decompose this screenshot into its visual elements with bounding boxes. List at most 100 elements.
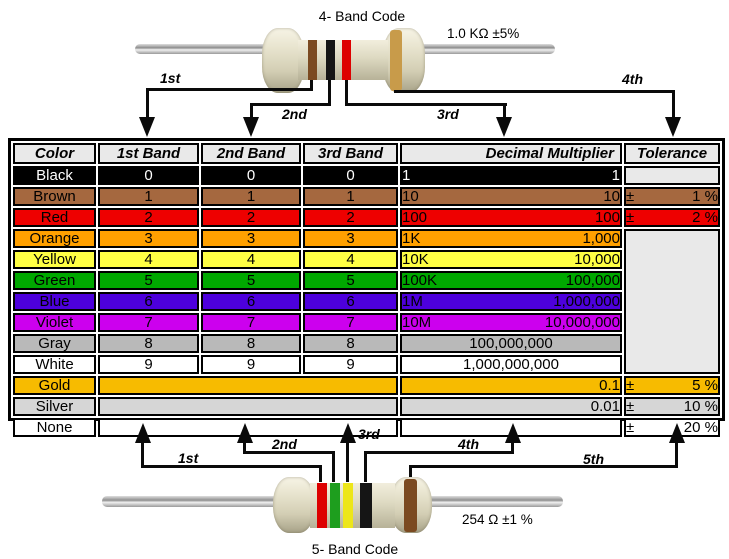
color-code-grid: Color 1st Band 2nd Band 3rd Band Decimal… <box>11 141 722 439</box>
tolerance-value: 1 % <box>692 188 718 205</box>
pointer5-4th-arrow-icon <box>505 423 521 443</box>
table-row-green: Green 5 5 5 100K 100,000 <box>13 271 720 290</box>
band1-digit: 3 <box>98 229 199 248</box>
tolerance-cell: ± 2 % <box>624 208 720 227</box>
multiplier-value: 0.1 <box>599 377 620 394</box>
multiplier-prefix: 10 <box>402 188 419 205</box>
band2-digit: 0 <box>201 166 301 185</box>
pointer4-2nd-label: 2nd <box>282 106 307 122</box>
table-row-violet: Violet 7 7 7 10M 10,000,000 <box>13 313 720 332</box>
multiplier-prefix: 10M <box>402 314 432 331</box>
band2-digit: 6 <box>201 292 301 311</box>
pointer5-3rd-vertical <box>346 443 349 482</box>
multiplier-value: 10 <box>603 188 620 205</box>
pointer5-5th-horizontal <box>409 465 678 468</box>
table-header-row: Color 1st Band 2nd Band 3rd Band Decimal… <box>13 143 720 164</box>
table-row-blue: Blue 6 6 6 1M 1,000,000 <box>13 292 720 311</box>
multiplier-value: 1,000,000,000 <box>463 356 559 373</box>
band3-digit: 7 <box>303 313 398 332</box>
resistor5-band5-brown <box>404 479 417 532</box>
pointer5-3rd-label: 3rd <box>358 426 380 442</box>
resistor5-value-label: 254 Ω ±1 % <box>462 512 533 527</box>
band3-digit: 5 <box>303 271 398 290</box>
header-2nd-band: 2nd Band <box>201 143 301 164</box>
pointer5-1st-vertical <box>141 443 144 468</box>
pointer5-3rd-arrow-icon <box>340 423 356 443</box>
multiplier-cell: 1,000,000,000 <box>400 355 622 374</box>
color-name: Gold <box>13 376 96 395</box>
band2-digit: 2 <box>201 208 301 227</box>
multiplier-cell: 100K 100,000 <box>400 271 622 290</box>
color-name: Yellow <box>13 250 96 269</box>
bands-merged-empty-cell <box>98 376 398 395</box>
pointer5-2nd-label: 2nd <box>272 436 297 452</box>
pointer4-2nd-stub <box>328 80 331 106</box>
pointer4-1st-horizontal <box>146 88 313 91</box>
multiplier-value: 10,000 <box>574 251 620 268</box>
multiplier-prefix: 10K <box>402 251 429 268</box>
pointer4-4th-horizontal <box>394 90 675 93</box>
multiplier-value: 100 <box>594 209 620 226</box>
pointer5-2nd-horizontal <box>243 451 335 454</box>
band3-digit: 6 <box>303 292 398 311</box>
header-decimal-multiplier: Decimal Multiplier <box>400 143 622 164</box>
multiplier-prefix: 1M <box>402 293 423 310</box>
tolerance-cell: ± 10 % <box>624 397 720 416</box>
tolerance-value: 20 % <box>683 419 718 436</box>
pointer4-1st-stub <box>310 80 313 91</box>
band3-digit: 9 <box>303 355 398 374</box>
plus-minus-sign: ± <box>626 398 635 415</box>
pointer5-2nd-stub <box>332 451 335 482</box>
resistor5-band3-yellow <box>343 483 353 528</box>
header-color: Color <box>13 143 96 164</box>
pointer5-4th-horizontal <box>364 451 514 454</box>
resistor4-body-left-cap <box>262 28 304 93</box>
band2-digit: 7 <box>201 313 301 332</box>
tolerance-value: 10 % <box>683 398 718 415</box>
multiplier-prefix: 1K <box>402 230 421 247</box>
multiplier-value: 100,000,000 <box>469 335 553 352</box>
pointer4-1st-label: 1st <box>160 70 181 86</box>
band1-digit: 8 <box>98 334 199 353</box>
band2-digit: 9 <box>201 355 301 374</box>
pointer5-5th-stub <box>409 465 412 478</box>
pointer4-2nd-vertical <box>250 103 253 118</box>
resistor4-band4-gold <box>390 30 402 91</box>
pointer5-4th-label: 4th <box>458 436 479 452</box>
plus-minus-sign: ± <box>626 188 635 205</box>
pointer4-3rd-label: 3rd <box>437 106 459 122</box>
band3-digit: 2 <box>303 208 398 227</box>
table-row-brown: Brown 1 1 1 10 10 ± 1 % <box>13 187 720 206</box>
tolerance-value: 5 % <box>692 377 718 394</box>
pointer5-1st-arrow-icon <box>135 423 151 443</box>
band3-digit: 4 <box>303 250 398 269</box>
table-row-orange: Orange 3 3 3 1K 1,000 <box>13 229 720 374</box>
band1-digit: 4 <box>98 250 199 269</box>
band2-digit: 4 <box>201 250 301 269</box>
pointer5-4th-stub <box>364 451 367 482</box>
pointer4-2nd-horizontal <box>250 103 331 106</box>
band1-digit: 6 <box>98 292 199 311</box>
resistor4-band2-black <box>326 40 335 80</box>
pointer4-3rd-arrow-icon <box>496 117 512 137</box>
band1-digit: 0 <box>98 166 199 185</box>
multiplier-cell: 1 1 <box>400 166 622 185</box>
pointer5-2nd-arrow-icon <box>237 423 253 443</box>
resistor5-band4-black <box>360 483 372 528</box>
tolerance-empty-merged-cell <box>624 229 720 374</box>
band1-digit: 1 <box>98 187 199 206</box>
plus-minus-sign: ± <box>626 209 635 226</box>
pointer5-5th-vertical <box>675 443 678 468</box>
table-row-black: Black 0 0 0 1 1 <box>13 166 720 185</box>
tolerance-empty-cell <box>624 166 720 185</box>
pointer5-5th-label: 5th <box>583 451 604 467</box>
multiplier-cell: 0.1 <box>400 376 622 395</box>
plus-minus-sign: ± <box>626 377 635 394</box>
table-row-none: None ± 20 % <box>13 418 720 437</box>
band3-digit: 0 <box>303 166 398 185</box>
four-band-title: 4- Band Code <box>318 8 406 24</box>
table-row-yellow: Yellow 4 4 4 10K 10,000 <box>13 250 720 269</box>
pointer5-2nd-vertical <box>243 443 246 454</box>
pointer5-4th-vertical <box>511 443 514 454</box>
color-name: Blue <box>13 292 96 311</box>
